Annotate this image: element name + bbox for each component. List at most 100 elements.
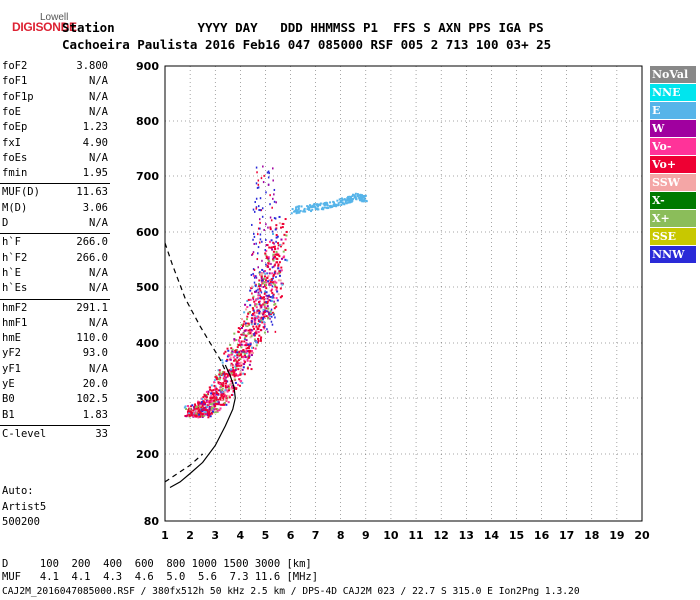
echo-point (238, 384, 241, 387)
echo-point (250, 335, 253, 338)
echo-point (271, 285, 274, 288)
echo-point (338, 198, 341, 201)
echo-point (239, 371, 242, 374)
echo-point (262, 326, 265, 329)
echo-point (262, 296, 265, 299)
echo-point (215, 399, 218, 402)
echo-point (241, 368, 244, 371)
echo-point (326, 204, 329, 207)
echo-point (306, 208, 309, 211)
footer-muf-row: MUF 4.1 4.1 4.3 4.6 5.0 5.6 7.3 11.6 [MH… (2, 571, 319, 583)
echo-point (214, 375, 217, 378)
echo-point (259, 197, 262, 200)
echo-point (267, 275, 270, 278)
echo-point (239, 327, 242, 330)
echo-point (219, 403, 222, 406)
echo-point (277, 263, 280, 266)
echo-point (325, 206, 328, 209)
echo-point (210, 391, 213, 394)
echo-point (257, 327, 260, 330)
echo-point (270, 239, 273, 242)
echo-point (254, 316, 257, 319)
echo-point (227, 387, 230, 390)
echo-point (236, 346, 239, 349)
echo-point (254, 303, 257, 306)
echo-point (255, 289, 258, 292)
echo-point (257, 186, 260, 189)
echo-point (255, 285, 257, 288)
echo-point (262, 311, 265, 314)
echo-point (188, 407, 191, 410)
echo-point (344, 201, 347, 204)
param-label: yF1 (2, 362, 21, 375)
echo-point (232, 369, 235, 372)
echo-point (257, 331, 260, 334)
echo-point (284, 238, 287, 241)
echo-point (349, 197, 352, 200)
echo-point (299, 209, 302, 212)
legend-item: E (650, 102, 696, 119)
echo-point (268, 282, 271, 285)
echo-point (251, 223, 253, 226)
echo-point (219, 407, 222, 410)
echo-point (274, 330, 277, 333)
echo-point (258, 310, 261, 313)
echo-point (243, 344, 246, 347)
echo-point (296, 209, 299, 212)
echo-point (229, 370, 232, 373)
echo-point (272, 253, 275, 256)
echo-point (233, 375, 236, 378)
echo-point (234, 349, 237, 352)
echo-point (322, 202, 325, 205)
echo-point (263, 174, 265, 177)
echo-point (345, 199, 348, 202)
echo-point (266, 280, 269, 283)
echo-point (207, 416, 210, 419)
echo-point (335, 203, 338, 206)
echo-point (275, 286, 278, 289)
echo-point (263, 323, 266, 326)
echo-point (227, 401, 230, 404)
echo-point (194, 414, 197, 417)
echo-point (235, 339, 238, 342)
echo-point (297, 207, 300, 210)
echo-point (233, 354, 236, 357)
echo-point (222, 382, 225, 385)
echo-point (352, 193, 355, 196)
param-label: hmE (2, 332, 21, 345)
param-label: foF2 (2, 60, 28, 72)
echo-point (274, 284, 277, 287)
echo-point (266, 257, 269, 260)
y-tick-label: 200 (136, 448, 159, 461)
echo-point (280, 238, 283, 241)
echo-point (203, 406, 206, 409)
echo-point (351, 194, 354, 197)
echo-point (241, 318, 244, 321)
echo-point (263, 305, 266, 308)
echo-point (234, 358, 237, 361)
echo-point (259, 238, 262, 241)
echo-point (202, 409, 205, 412)
echo-point (275, 240, 277, 243)
echo-point (274, 228, 277, 231)
echo-point (249, 329, 252, 332)
echo-point (268, 172, 270, 175)
echo-point (315, 203, 318, 206)
echo-point (200, 413, 203, 416)
echo-point (250, 287, 253, 290)
echo-point (266, 310, 268, 313)
echo-point (243, 337, 246, 340)
echo-point (311, 204, 314, 207)
echo-point (274, 302, 277, 305)
echo-point (314, 205, 317, 208)
echo-point (303, 209, 306, 212)
echo-point (275, 305, 278, 308)
echo-point (257, 252, 259, 255)
echo-point (206, 414, 209, 417)
echo-point (253, 338, 256, 341)
echo-point (187, 412, 190, 415)
y-tick-label: 900 (136, 60, 159, 73)
echo-point (311, 206, 314, 209)
param-label: foE (2, 105, 21, 118)
echo-point (207, 413, 210, 416)
